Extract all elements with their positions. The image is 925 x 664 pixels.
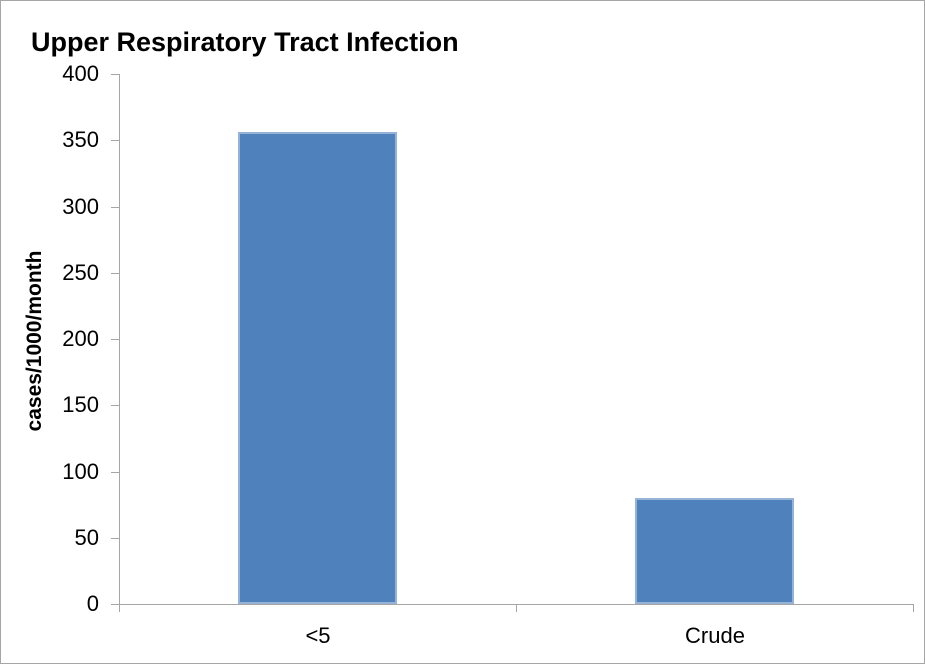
x-tick-mark xyxy=(119,604,120,612)
y-tick-label: 0 xyxy=(86,591,99,616)
x-tick-mark xyxy=(516,604,517,612)
y-tick-label: 100 xyxy=(62,459,99,484)
x-category-label: <5 xyxy=(305,623,331,648)
y-tick-mark xyxy=(111,604,119,605)
y-tick-label: 200 xyxy=(62,326,99,351)
x-tick-mark xyxy=(913,604,914,612)
chart-title: Upper Respiratory Tract Infection xyxy=(31,27,459,57)
y-tick-label: 50 xyxy=(74,525,99,550)
y-tick-label: 250 xyxy=(62,260,99,285)
bar--5 xyxy=(238,132,397,604)
y-tick-mark xyxy=(111,74,119,75)
bar-crude xyxy=(635,498,794,604)
y-tick-label: 350 xyxy=(62,127,99,152)
y-tick-mark xyxy=(111,472,119,473)
y-tick-mark xyxy=(111,538,119,539)
y-tick-mark xyxy=(111,273,119,274)
y-tick-label: 150 xyxy=(62,392,99,417)
y-tick-mark xyxy=(111,405,119,406)
y-tick-mark xyxy=(111,339,119,340)
x-category-label: Crude xyxy=(685,623,745,648)
y-tick-mark xyxy=(111,140,119,141)
y-axis-line xyxy=(119,74,120,604)
y-tick-label: 300 xyxy=(62,194,99,219)
y-tick-mark xyxy=(111,207,119,208)
y-tick-label: 400 xyxy=(62,61,99,86)
